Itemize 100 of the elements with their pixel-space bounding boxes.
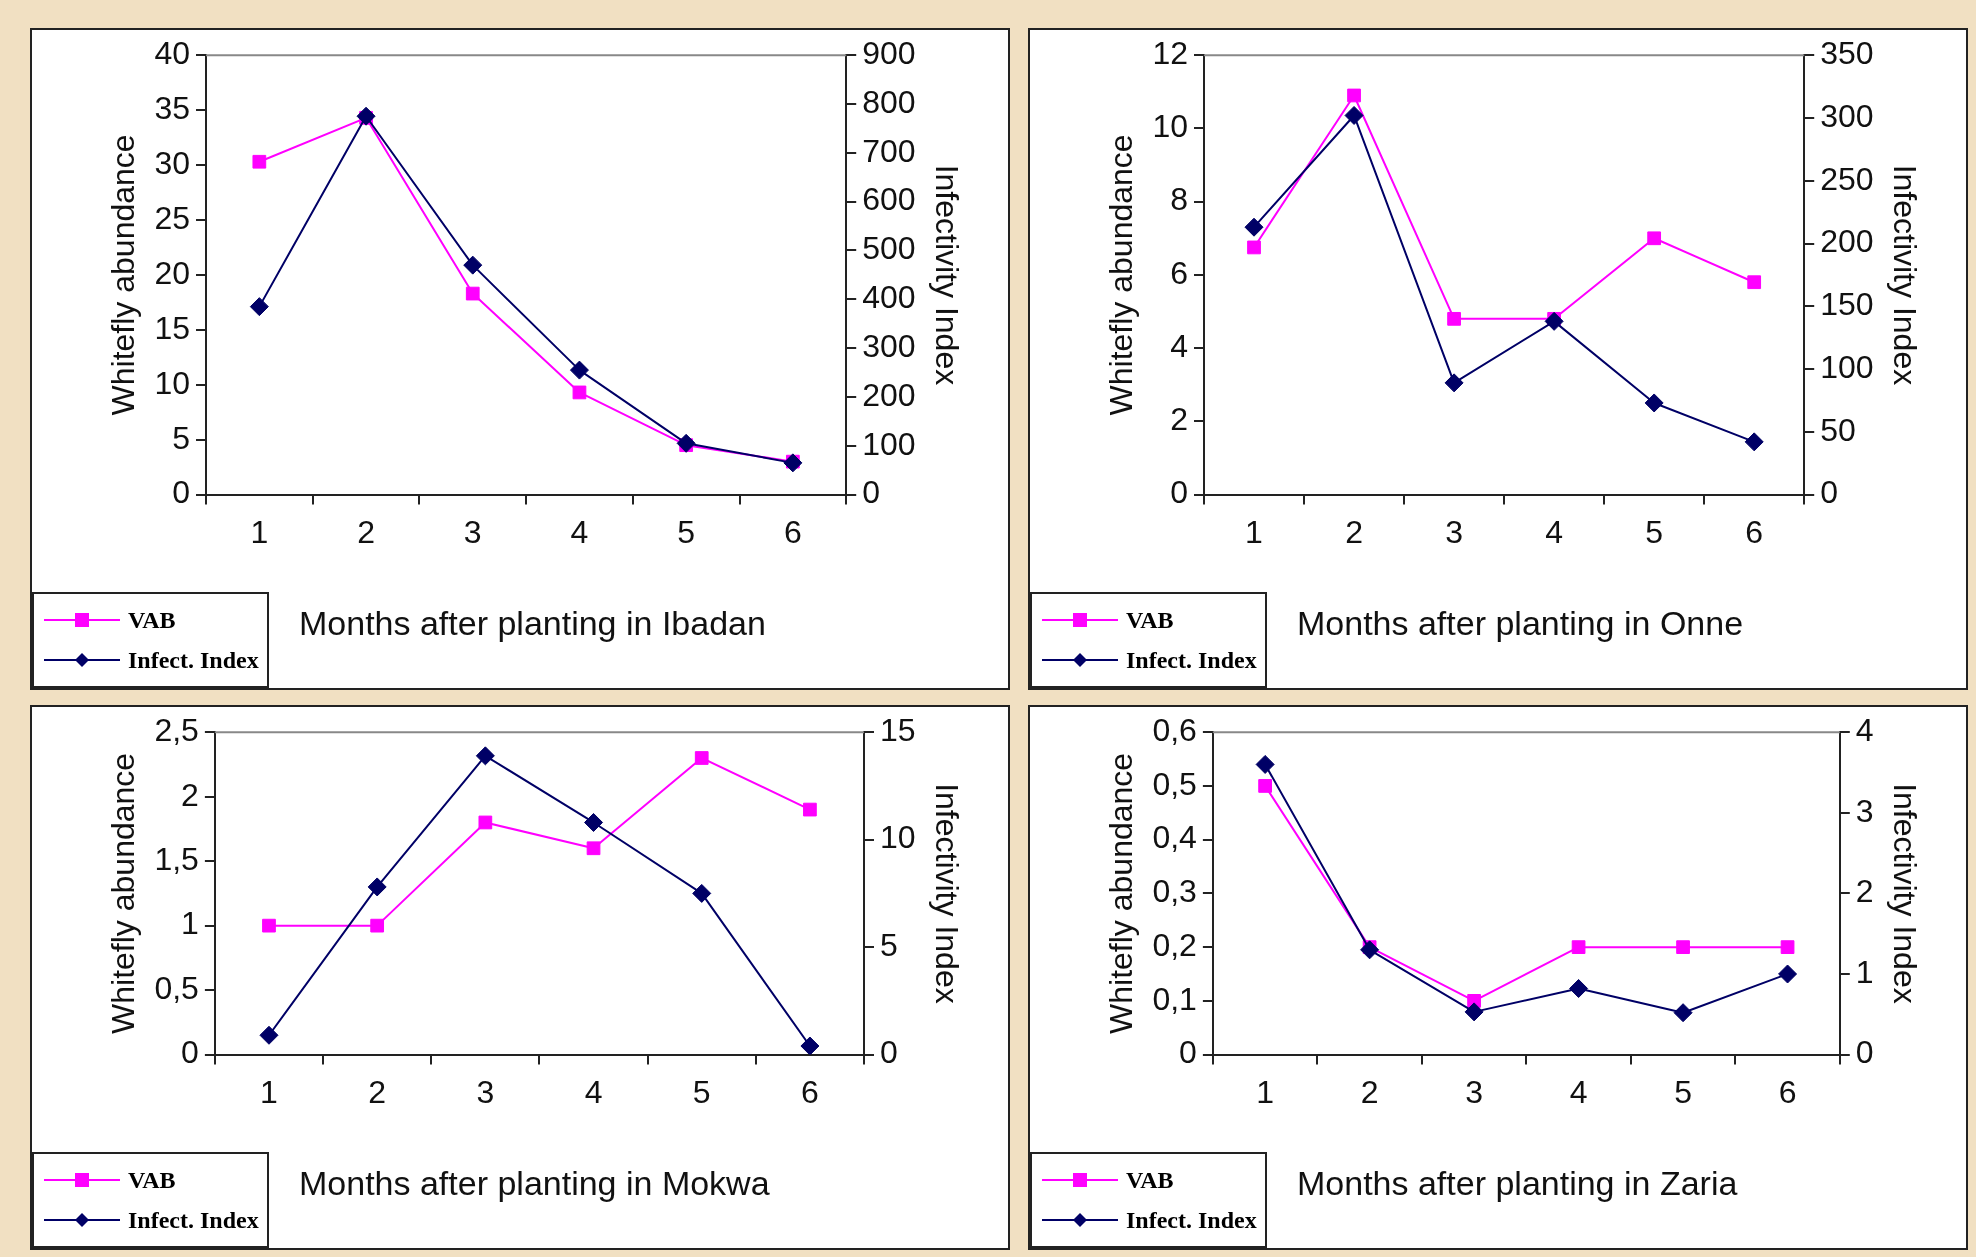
y2-axis-title: Infectivity Index	[928, 783, 965, 1004]
y2-tick-label: 4	[1855, 712, 1874, 749]
legend-label: VAB	[1126, 1166, 1174, 1194]
x-tick-label: 3	[463, 513, 482, 550]
y-tick-label: 20	[154, 254, 190, 291]
y-tick-label: 0,5	[1152, 765, 1197, 802]
y-tick-label: 40	[154, 35, 190, 72]
y-axis-title: Whitefly abundance	[105, 134, 142, 416]
x-axis-title: Months after planting in Ibadan	[299, 604, 766, 643]
y-tick-label: 0,6	[1152, 712, 1197, 749]
y-axis-title: Whitefly abundance	[1103, 752, 1140, 1034]
y2-tick-label: 500	[862, 230, 916, 267]
legend-label: Infect. Index	[1126, 646, 1257, 674]
y2-tick-label: 3	[1855, 792, 1874, 829]
y-tick-label: 2	[1170, 401, 1188, 438]
y2-tick-label: 800	[862, 83, 916, 120]
x-tick-label: 6	[1745, 513, 1764, 550]
x-tick-label: 6	[1778, 1073, 1797, 1110]
y-tick-label: 1,5	[154, 840, 199, 877]
y-tick-label: 0,1	[1152, 980, 1197, 1017]
x-tick-label: 2	[1345, 513, 1363, 550]
legend-label: Infect. Index	[128, 646, 259, 674]
y-tick-label: 0	[172, 474, 190, 511]
y2-tick-label: 200	[1820, 223, 1874, 260]
y2-tick-label: 2	[1855, 873, 1874, 910]
legend-label: Infect. Index	[1126, 1206, 1257, 1234]
x-tick-label: 6	[801, 1073, 819, 1110]
y-tick-label: 8	[1170, 181, 1188, 218]
x-tick-label: 4	[1545, 513, 1564, 550]
x-tick-label: 1	[260, 1073, 278, 1110]
x-tick-label: 5	[692, 1073, 711, 1110]
y-tick-label: 10	[154, 364, 190, 401]
y-tick-label: 15	[154, 309, 190, 346]
y2-axis-title: Infectivity Index	[928, 164, 965, 386]
y2-tick-label: 350	[1820, 35, 1874, 72]
x-tick-label: 2	[357, 513, 375, 550]
y-tick-label: 4	[1170, 327, 1188, 364]
y2-tick-label: 5	[880, 926, 898, 963]
x-tick-label: 4	[1569, 1073, 1588, 1110]
y-tick-label: 0,5	[154, 969, 199, 1006]
y2-axis-title: Infectivity Index	[1886, 164, 1923, 386]
y2-tick-label: 300	[862, 327, 916, 364]
legend-label: VAB	[1126, 606, 1174, 634]
y-tick-label: 0,2	[1152, 926, 1197, 963]
y-tick-label: 2	[181, 776, 199, 813]
y2-tick-label: 0	[880, 1034, 898, 1071]
y-tick-label: 5	[172, 419, 190, 456]
y2-axis-title: Infectivity Index	[1886, 783, 1923, 1004]
x-tick-label: 1	[1256, 1073, 1275, 1110]
x-tick-label: 3	[476, 1073, 495, 1110]
y2-tick-label: 0	[1855, 1034, 1874, 1071]
y2-tick-label: 0	[1820, 474, 1839, 511]
y2-tick-label: 100	[1820, 348, 1874, 385]
y2-tick-label: 700	[862, 132, 916, 169]
y2-tick-label: 400	[862, 279, 916, 316]
y2-tick-label: 15	[880, 712, 916, 749]
y-tick-label: 35	[154, 89, 190, 126]
legend-label: Infect. Index	[128, 1206, 259, 1234]
y2-tick-label: 900	[862, 35, 916, 72]
y-tick-label: 0	[181, 1034, 199, 1071]
y-tick-label: 25	[154, 199, 190, 236]
legend-label: VAB	[128, 1166, 176, 1194]
y2-tick-label: 200	[862, 376, 916, 413]
y-axis-title: Whitefly abundance	[105, 752, 142, 1034]
y-tick-label: 12	[1152, 35, 1188, 72]
y2-tick-label: 10	[880, 819, 916, 856]
y-tick-label: 6	[1170, 254, 1188, 291]
y-tick-label: 1	[181, 905, 199, 942]
y2-tick-label: 100	[862, 425, 916, 462]
x-tick-label: 3	[1445, 513, 1463, 550]
y2-tick-label: 600	[862, 181, 916, 218]
x-tick-label: 2	[1360, 1073, 1379, 1110]
y-tick-label: 0,3	[1152, 873, 1197, 910]
y2-tick-label: 300	[1820, 97, 1874, 134]
x-axis-title: Months after planting in Onne	[1297, 604, 1744, 643]
x-tick-label: 5	[677, 513, 696, 550]
y2-tick-label: 250	[1820, 160, 1874, 197]
x-tick-label: 4	[584, 1073, 603, 1110]
y-tick-label: 0	[1170, 474, 1188, 511]
x-axis-title: Months after planting in Zaria	[1297, 1164, 1738, 1203]
y-axis-title: Whitefly abundance	[1103, 134, 1140, 416]
x-tick-label: 4	[570, 513, 589, 550]
y-tick-label: 0,4	[1152, 819, 1197, 856]
x-tick-label: 5	[1645, 513, 1664, 550]
y-tick-label: 10	[1152, 108, 1188, 145]
legend-label: VAB	[128, 606, 176, 634]
x-tick-label: 3	[1465, 1073, 1483, 1110]
y2-tick-label: 50	[1820, 411, 1856, 448]
y2-tick-label: 150	[1820, 286, 1874, 323]
y2-tick-label: 1	[1855, 953, 1874, 990]
y-tick-label: 0	[1179, 1034, 1197, 1071]
x-tick-label: 2	[368, 1073, 387, 1110]
x-tick-label: 5	[1674, 1073, 1692, 1110]
x-tick-label: 6	[783, 513, 802, 550]
y-tick-label: 2,5	[154, 712, 199, 749]
x-tick-label: 1	[1245, 513, 1263, 550]
y2-tick-label: 0	[862, 474, 881, 511]
x-axis-title: Months after planting in Mokwa	[299, 1164, 770, 1203]
y-tick-label: 30	[154, 144, 190, 181]
x-tick-label: 1	[250, 513, 269, 550]
